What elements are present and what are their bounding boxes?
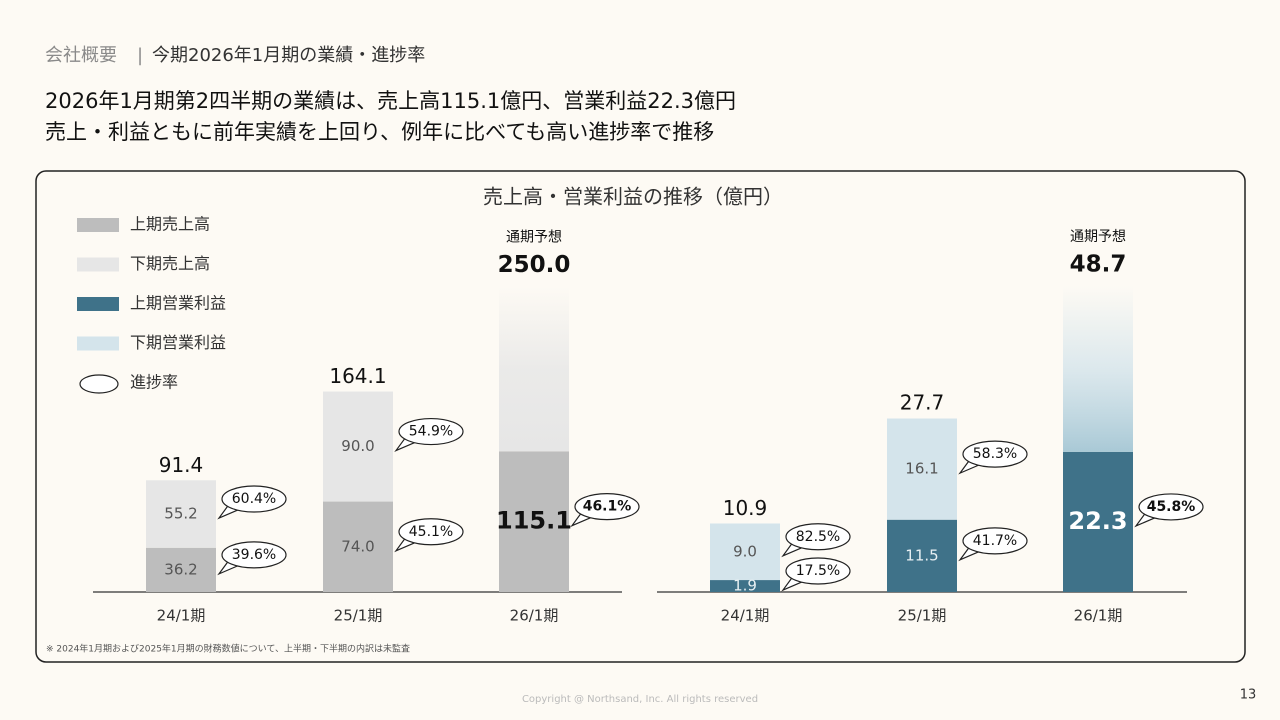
- section: 会社概要: [45, 45, 117, 66]
- bar-segment: [323, 391, 393, 502]
- page-number: 13: [1240, 688, 1257, 703]
- legend-swatch: [77, 218, 119, 232]
- total-label: 27.7: [900, 390, 945, 414]
- progress-label: 39.6%: [232, 547, 276, 563]
- progress-label: 58.3%: [973, 446, 1017, 462]
- bubble: [785, 557, 851, 585]
- legend-label: 進捗率: [130, 373, 178, 392]
- bubble: [1138, 493, 1204, 521]
- bar-segment: [499, 451, 569, 592]
- bar-segment: [710, 523, 780, 581]
- bar-segment: [146, 480, 216, 548]
- x-tick-label: 25/1期: [334, 607, 383, 625]
- segment-label: 74.0: [341, 537, 374, 555]
- progress-label: 41.7%: [973, 533, 1017, 549]
- progress-label: 54.9%: [409, 424, 453, 440]
- segment-label: 11.5: [905, 546, 938, 564]
- segment-label: 55.2: [164, 505, 197, 523]
- legend-swatch: [77, 257, 119, 272]
- segment-label: 16.1: [905, 460, 938, 478]
- legend-swatch: [77, 336, 119, 351]
- legend-bubble: [79, 374, 119, 394]
- total-label: 164.1: [329, 364, 386, 388]
- bar-segment: [710, 580, 780, 592]
- bar-segment: [323, 501, 393, 592]
- bubble: [398, 518, 464, 546]
- x-tick-label: 26/1期: [1074, 607, 1123, 625]
- separator: |: [137, 45, 143, 66]
- bubble: [574, 493, 640, 521]
- total-label: 10.9: [723, 496, 768, 520]
- segment-label: 22.3: [1068, 507, 1127, 535]
- total-label: 48.7: [1070, 251, 1127, 277]
- progress-label: 46.1%: [583, 499, 632, 515]
- forecast-bar: [499, 286, 569, 452]
- bar-segment: [887, 418, 957, 520]
- bubble: [785, 523, 851, 551]
- bubble: [398, 417, 464, 446]
- legend-label: 下期売上高: [130, 254, 210, 273]
- progress-label: 17.5%: [796, 563, 840, 579]
- legend-swatch: [77, 297, 119, 311]
- bubble: [221, 485, 287, 513]
- segment-label: 115.1: [496, 507, 572, 535]
- legend-label: 上期売上高: [130, 215, 210, 234]
- x-tick-label: 24/1期: [721, 607, 770, 625]
- segment-label: 36.2: [164, 560, 197, 578]
- segment-label: 9.0: [733, 542, 757, 560]
- bar-segment: [146, 547, 216, 592]
- chart-title: 売上高・営業利益の推移（億円）: [483, 185, 783, 209]
- bubble: [962, 440, 1028, 468]
- bar-segment: [1063, 451, 1133, 592]
- x-tick-label: 26/1期: [510, 607, 559, 625]
- legend-label: 上期営業利益: [130, 294, 226, 313]
- bar-segment: [887, 519, 957, 592]
- segment-label: 1.9: [733, 577, 757, 595]
- legend-label: 下期営業利益: [130, 333, 226, 352]
- panel: [35, 170, 1246, 663]
- headline: 2026年1月期第2四半期の業績は、売上高115.1億円、営業利益22.3億円: [45, 89, 736, 113]
- bubble: [962, 527, 1028, 555]
- forecast-label: 通期予想: [1070, 229, 1126, 245]
- progress-label: 45.8%: [1147, 499, 1196, 515]
- forecast-label: 通期予想: [506, 229, 562, 245]
- x-tick-label: 24/1期: [157, 607, 206, 625]
- progress-label: 60.4%: [232, 491, 276, 507]
- progress-label: 82.5%: [796, 529, 840, 545]
- progress-label: 45.1%: [409, 524, 453, 540]
- total-label: 250.0: [498, 252, 571, 278]
- bubble: [221, 541, 287, 569]
- segment-label: 90.0: [341, 437, 374, 455]
- copyright: Copyright @ Northsand, Inc. All rights r…: [522, 694, 758, 705]
- forecast-bar: [1063, 285, 1133, 452]
- total-label: 91.4: [159, 453, 204, 477]
- page-title: 今期2026年1月期の業績・進捗率: [152, 45, 425, 66]
- footnote: ※ 2024年1月期および2025年1月期の財務数値について、上半期・下半期の内…: [46, 643, 410, 655]
- headline: 売上・利益ともに前年実績を上回り、例年に比べても高い進捗率で推移: [45, 120, 714, 144]
- x-tick-label: 25/1期: [898, 607, 947, 625]
